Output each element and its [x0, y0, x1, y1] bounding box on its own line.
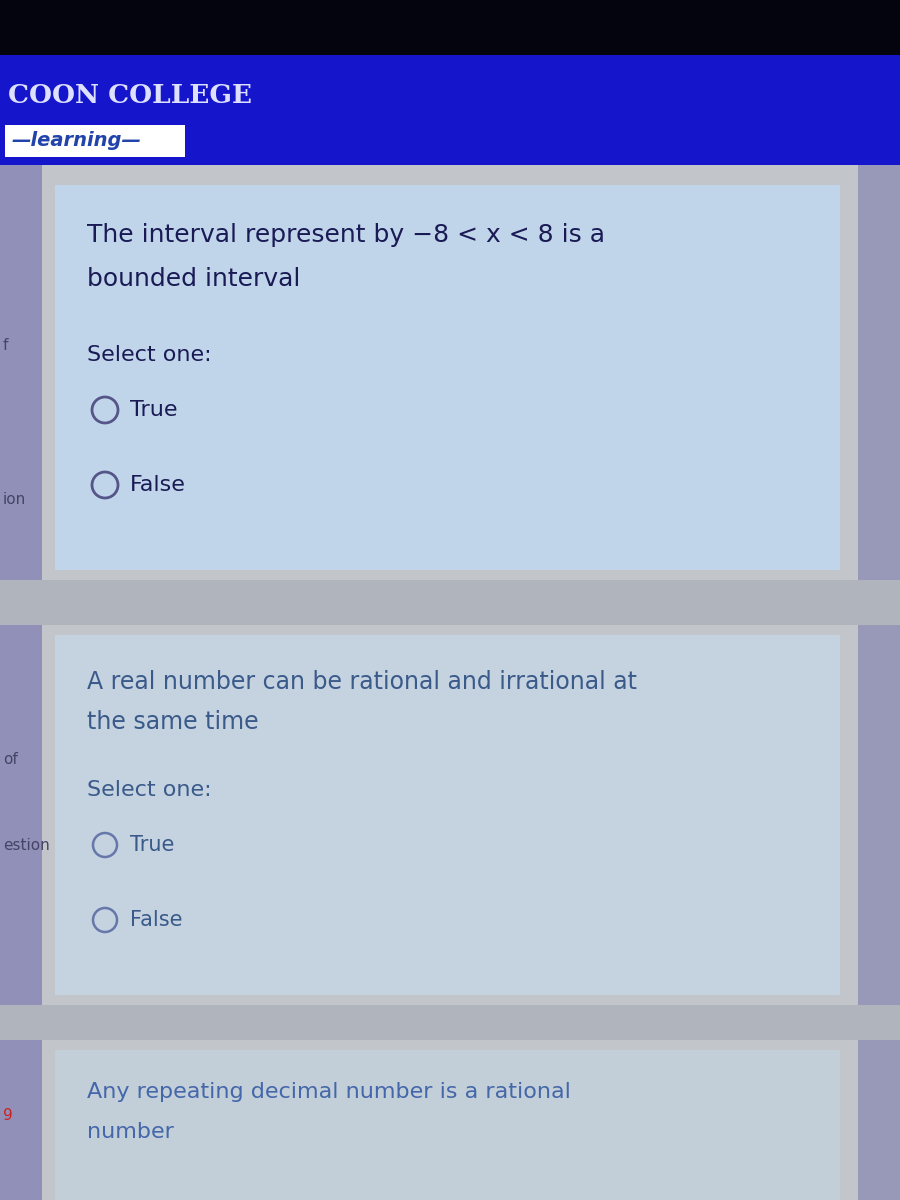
Text: The interval represent by −8 < x < 8 is a: The interval represent by −8 < x < 8 is … — [87, 223, 605, 247]
Text: f: f — [3, 337, 8, 353]
Text: 9: 9 — [3, 1108, 13, 1122]
Text: False: False — [130, 475, 186, 494]
Text: estion: estion — [3, 838, 50, 852]
FancyBboxPatch shape — [858, 164, 900, 1200]
FancyBboxPatch shape — [5, 125, 185, 157]
Text: ion: ion — [3, 492, 26, 508]
Text: number: number — [87, 1122, 174, 1142]
FancyBboxPatch shape — [55, 1050, 840, 1200]
FancyBboxPatch shape — [0, 1006, 900, 1040]
Text: True: True — [130, 400, 177, 420]
FancyBboxPatch shape — [0, 164, 42, 1200]
Text: Select one:: Select one: — [87, 780, 212, 800]
Text: of: of — [3, 752, 18, 768]
Text: True: True — [130, 835, 175, 854]
FancyBboxPatch shape — [55, 185, 840, 570]
Text: —learning—: —learning— — [12, 132, 142, 150]
Text: Any repeating decimal number is a rational: Any repeating decimal number is a ration… — [87, 1082, 571, 1102]
FancyBboxPatch shape — [0, 0, 900, 55]
FancyBboxPatch shape — [0, 580, 900, 625]
FancyBboxPatch shape — [55, 635, 840, 995]
FancyBboxPatch shape — [0, 164, 900, 1200]
Text: False: False — [130, 910, 183, 930]
Text: bounded interval: bounded interval — [87, 266, 301, 290]
Text: COON COLLEGE: COON COLLEGE — [8, 83, 252, 108]
Text: the same time: the same time — [87, 710, 258, 734]
FancyBboxPatch shape — [0, 55, 900, 164]
Text: A real number can be rational and irrational at: A real number can be rational and irrati… — [87, 670, 637, 694]
Text: Select one:: Select one: — [87, 346, 212, 365]
